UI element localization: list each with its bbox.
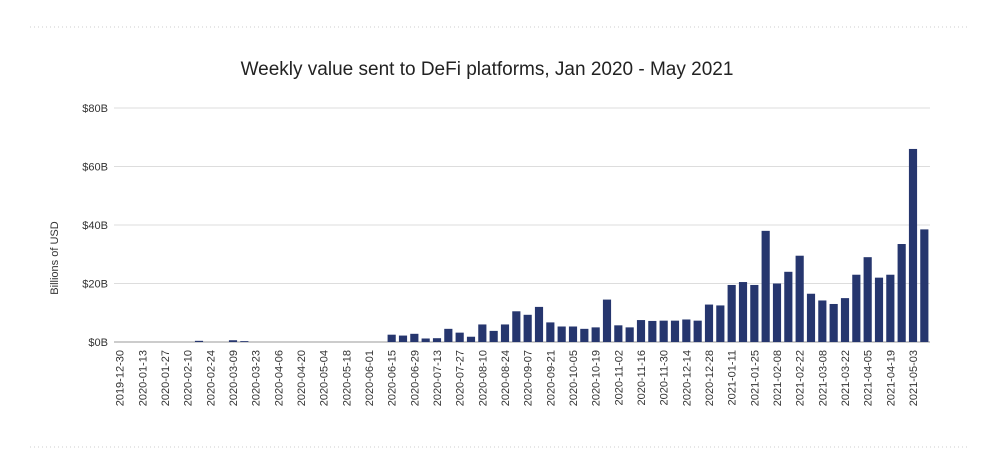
- x-tick-label: 2020-02-10: [183, 350, 195, 406]
- bar: [659, 320, 668, 342]
- bar: [398, 335, 408, 342]
- x-tick-label: 2020-06-01: [364, 350, 376, 406]
- x-tick-label: 2020-07-27: [455, 350, 467, 406]
- bar: [534, 306, 544, 342]
- x-tick-label: 2021-03-08: [817, 350, 829, 406]
- bar: [478, 324, 487, 342]
- bar: [772, 283, 782, 342]
- x-tick-label: 2020-10-05: [568, 350, 580, 406]
- x-tick-label: 2019-12-30: [115, 350, 127, 406]
- bar: [625, 327, 634, 342]
- x-tick-label: 2021-05-03: [908, 350, 920, 406]
- y-tick-label: $0B: [88, 337, 108, 349]
- bar: [557, 326, 566, 342]
- bar: [636, 320, 646, 342]
- bar: [840, 298, 850, 342]
- x-tick-label: 2020-01-13: [137, 350, 149, 406]
- bar: [920, 229, 929, 342]
- x-tick-label: 2020-03-23: [251, 350, 263, 406]
- x-tick-label: 2020-01-27: [160, 350, 172, 406]
- x-tick-label: 2021-04-19: [885, 350, 897, 406]
- x-tick-label: 2020-05-18: [341, 350, 353, 406]
- bar: [387, 334, 396, 342]
- x-tick-label: 2020-11-02: [613, 350, 625, 405]
- bar: [716, 305, 725, 342]
- bar: [614, 325, 623, 342]
- x-tick-label: 2020-11-16: [636, 350, 648, 405]
- x-tick-label: 2021-03-22: [840, 350, 852, 406]
- bar: [886, 274, 895, 342]
- y-axis-label: Billions of USD: [49, 221, 61, 294]
- x-tick-label: 2020-09-21: [545, 350, 557, 406]
- bar: [852, 274, 861, 342]
- bar: [410, 333, 419, 342]
- bar: [444, 328, 453, 342]
- bar: [704, 304, 714, 342]
- bar: [738, 282, 748, 342]
- bar: [523, 314, 532, 342]
- bar: [455, 332, 464, 342]
- x-tick-label: 2020-04-20: [296, 350, 308, 406]
- x-tick-label: 2020-12-14: [681, 350, 693, 406]
- bar: [727, 284, 736, 342]
- bar: [750, 284, 759, 342]
- bar: [466, 336, 476, 342]
- x-tick-label: 2020-07-13: [432, 350, 444, 406]
- bar: [546, 322, 555, 342]
- bar: [500, 324, 510, 342]
- x-tick-label: 2020-05-04: [319, 350, 331, 406]
- bar: [863, 257, 872, 342]
- bar: [670, 320, 680, 342]
- bar: [602, 299, 612, 342]
- bar: [682, 319, 691, 342]
- bar: [829, 303, 838, 342]
- bar: [568, 326, 578, 342]
- bar: [228, 340, 238, 342]
- bar: [693, 320, 702, 342]
- x-tick-label: 2021-01-11: [727, 350, 739, 405]
- bar: [432, 338, 442, 342]
- bar: [591, 327, 600, 342]
- x-tick-label: 2020-06-29: [409, 350, 421, 406]
- bar: [897, 244, 906, 342]
- y-tick-label: $80B: [82, 103, 108, 115]
- x-tick-label: 2021-02-08: [772, 350, 784, 406]
- bar: [648, 320, 657, 342]
- x-tick-label: 2020-04-06: [273, 350, 285, 406]
- x-tick-label: 2020-03-09: [228, 350, 240, 406]
- bar: [761, 230, 770, 342]
- bar: [489, 330, 498, 342]
- x-tick-label: 2020-02-24: [205, 350, 217, 406]
- x-tick-label: 2020-11-30: [659, 350, 671, 405]
- bar: [795, 255, 804, 342]
- bar: [194, 340, 204, 342]
- x-tick-label: 2021-04-05: [863, 350, 875, 406]
- x-tick-label: 2020-10-19: [591, 350, 603, 406]
- bar: [806, 293, 816, 342]
- y-tick-label: $60B: [82, 162, 108, 174]
- bar: [421, 338, 430, 342]
- chart-title: Weekly value sent to DeFi platforms, Jan…: [241, 59, 734, 80]
- x-tick-label: 2020-08-24: [500, 350, 512, 406]
- bar: [818, 300, 827, 342]
- bar: [512, 311, 521, 342]
- bar: [240, 341, 249, 342]
- x-tick-label: 2020-12-28: [704, 350, 716, 406]
- x-tick-label: 2020-08-10: [477, 350, 489, 406]
- bar: [784, 271, 793, 342]
- y-tick-label: $40B: [82, 220, 108, 232]
- x-tick-label: 2020-06-15: [387, 350, 399, 406]
- bar: [908, 148, 918, 342]
- bar: [874, 277, 884, 342]
- x-tick-label: 2021-02-22: [795, 350, 807, 406]
- y-tick-label: $20B: [82, 279, 108, 291]
- bar: [580, 328, 589, 342]
- x-tick-label: 2020-09-07: [523, 350, 535, 406]
- x-tick-label: 2021-01-25: [749, 350, 761, 406]
